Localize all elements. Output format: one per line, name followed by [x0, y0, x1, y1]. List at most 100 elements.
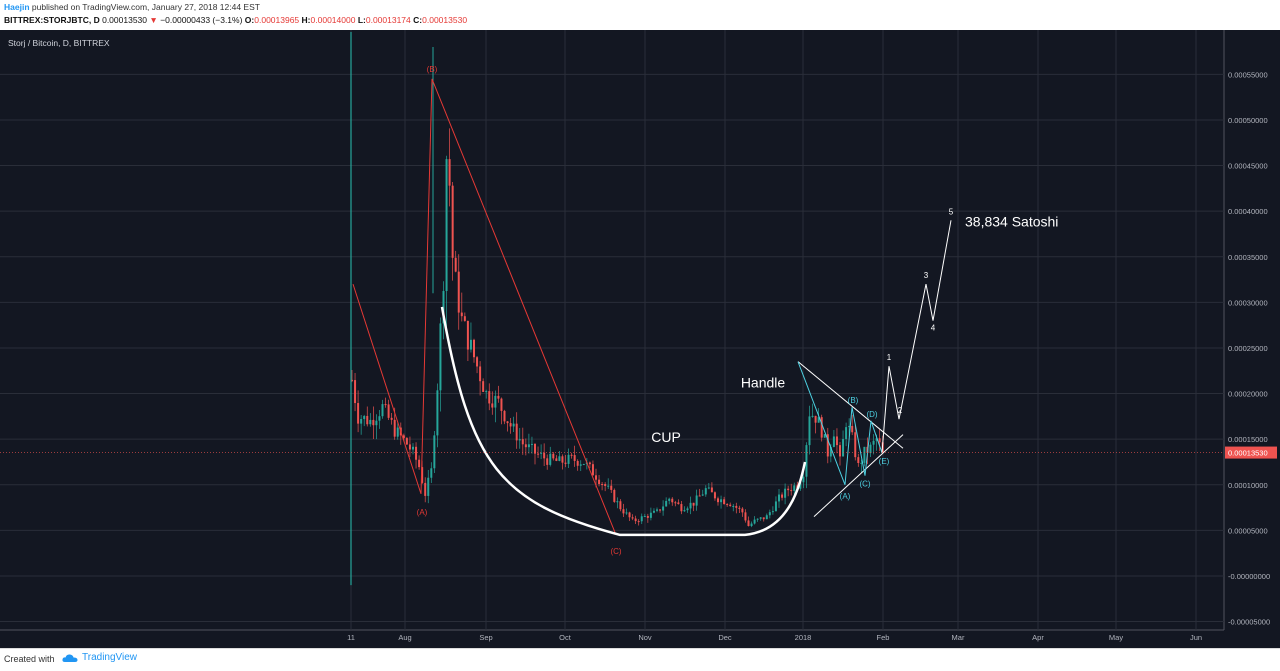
- candle-body: [683, 510, 686, 512]
- x-tick-label: 11: [347, 633, 355, 642]
- candle-body: [372, 419, 375, 426]
- candle-body: [753, 519, 756, 524]
- candle-body: [564, 462, 567, 464]
- triangle-upper-line: [797, 361, 904, 449]
- candle-body: [860, 462, 863, 464]
- candle-body: [463, 316, 466, 321]
- candle-body: [439, 323, 442, 391]
- candle-body: [842, 439, 845, 457]
- tradingview-link[interactable]: TradingView: [62, 652, 137, 663]
- candle-body: [735, 505, 738, 508]
- x-tick-label: Oct: [559, 633, 572, 642]
- candle-body: [393, 419, 396, 437]
- white-impulse-wave: 1 2 3 4 5: [881, 207, 954, 453]
- candle-body: [595, 475, 597, 480]
- candle-body: [726, 504, 729, 506]
- candle-body: [390, 417, 393, 420]
- candle-body: [839, 445, 841, 457]
- candle-body: [817, 417, 820, 423]
- candle-body: [820, 417, 823, 438]
- candle-body: [405, 438, 408, 445]
- candle-body: [476, 357, 479, 367]
- x-tick-label: Jun: [1190, 633, 1202, 642]
- last-price: 0.00013530: [102, 15, 148, 25]
- candle-body: [436, 390, 439, 436]
- candle-body: [762, 517, 765, 520]
- candle-body: [512, 423, 515, 427]
- candle-body: [527, 444, 530, 448]
- price-chart[interactable]: 0.00055000 0.00050000 0.00045000 0.00040000…: [0, 30, 1280, 648]
- candle-body: [521, 439, 524, 445]
- candle-body: [713, 492, 716, 499]
- low-value: 0.00013174: [365, 15, 411, 25]
- candle-body: [686, 508, 689, 511]
- y-tick-label: 0.00045000: [1228, 162, 1268, 171]
- quote-line: BITTREX:STORJBTC, D 0.00013530 ▼ −0.0000…: [4, 15, 467, 25]
- y-axis-panel: [1224, 30, 1280, 648]
- candle-body: [774, 501, 777, 512]
- candle-body: [488, 391, 491, 404]
- candle-body: [555, 458, 558, 461]
- y-tick-label: 0.00040000: [1228, 207, 1268, 216]
- candle-body: [500, 398, 503, 411]
- chart-header: Haejin published on TradingView.com, Jan…: [0, 0, 1280, 30]
- y-tick-label: 0.00035000: [1228, 253, 1268, 262]
- candle-body: [454, 257, 457, 272]
- candle-body: [707, 487, 710, 489]
- candle-body: [750, 523, 753, 527]
- candle-body: [845, 427, 848, 440]
- candle-body: [814, 415, 817, 423]
- candle-body: [695, 495, 698, 506]
- impulse-wave-label: 2: [898, 406, 903, 415]
- chart-background: [0, 30, 1280, 648]
- candle-body: [469, 339, 472, 350]
- candle-body: [610, 485, 613, 490]
- candle-body: [851, 425, 854, 433]
- candle-body: [829, 446, 832, 457]
- candle-body: [451, 185, 454, 258]
- symbol-label: BITTREX:STORJBTC, D: [4, 15, 100, 25]
- candle-body: [622, 509, 625, 514]
- footer: Created with TradingView: [0, 648, 1280, 671]
- candle-body: [402, 435, 405, 439]
- y-axis[interactable]: 0.00055000 0.00050000 0.00045000 0.00040000…: [1223, 30, 1280, 648]
- low-label: L:: [357, 15, 366, 25]
- candle-body: [759, 517, 762, 519]
- candle-body: [680, 504, 683, 512]
- candle-body: [357, 403, 360, 424]
- author-link[interactable]: Haejin: [4, 2, 30, 12]
- x-tick-label: 2018: [795, 633, 812, 642]
- cyan-wave-line: [797, 361, 883, 485]
- candle-body: [534, 443, 536, 454]
- candle-body: [518, 439, 521, 441]
- candle-body: [588, 462, 591, 465]
- candle-body: [732, 505, 735, 507]
- candle-body: [369, 419, 372, 425]
- impulse-wave-line: [881, 220, 952, 453]
- candle-body: [869, 444, 872, 454]
- x-tick-label: Feb: [877, 633, 890, 642]
- red-wave-label: (C): [610, 547, 621, 556]
- candle-body: [503, 410, 506, 422]
- cyan-wave-label: (C): [859, 480, 870, 489]
- candle-body: [381, 404, 384, 417]
- candle-body: [591, 464, 594, 476]
- candle-body: [723, 499, 726, 505]
- candle-body: [649, 512, 652, 518]
- candle-body: [460, 312, 463, 317]
- cyan-wave-label: (E): [879, 457, 890, 466]
- red-abc-wave: (A) (B) (C): [352, 65, 622, 556]
- candle-body: [738, 507, 741, 509]
- candle-body: [616, 501, 619, 503]
- candle-body: [778, 494, 780, 502]
- y-tick-label: 0.00010000: [1228, 481, 1268, 490]
- x-tick-label: Sep: [479, 633, 492, 642]
- cup-label: CUP: [651, 429, 681, 445]
- tradingview-brand: TradingView: [82, 652, 138, 663]
- candle-body: [524, 444, 527, 448]
- x-axis[interactable]: 11 Aug Sep Oct Nov Dec 2018 Feb Mar Apr May Jun: [0, 629, 1224, 642]
- handle-label: Handle: [741, 374, 786, 390]
- candle-body: [515, 423, 518, 441]
- chart-area[interactable]: 0.00055000 0.00050000 0.00045000 0.00040000…: [0, 30, 1280, 648]
- impulse-wave-label: 1: [887, 353, 892, 362]
